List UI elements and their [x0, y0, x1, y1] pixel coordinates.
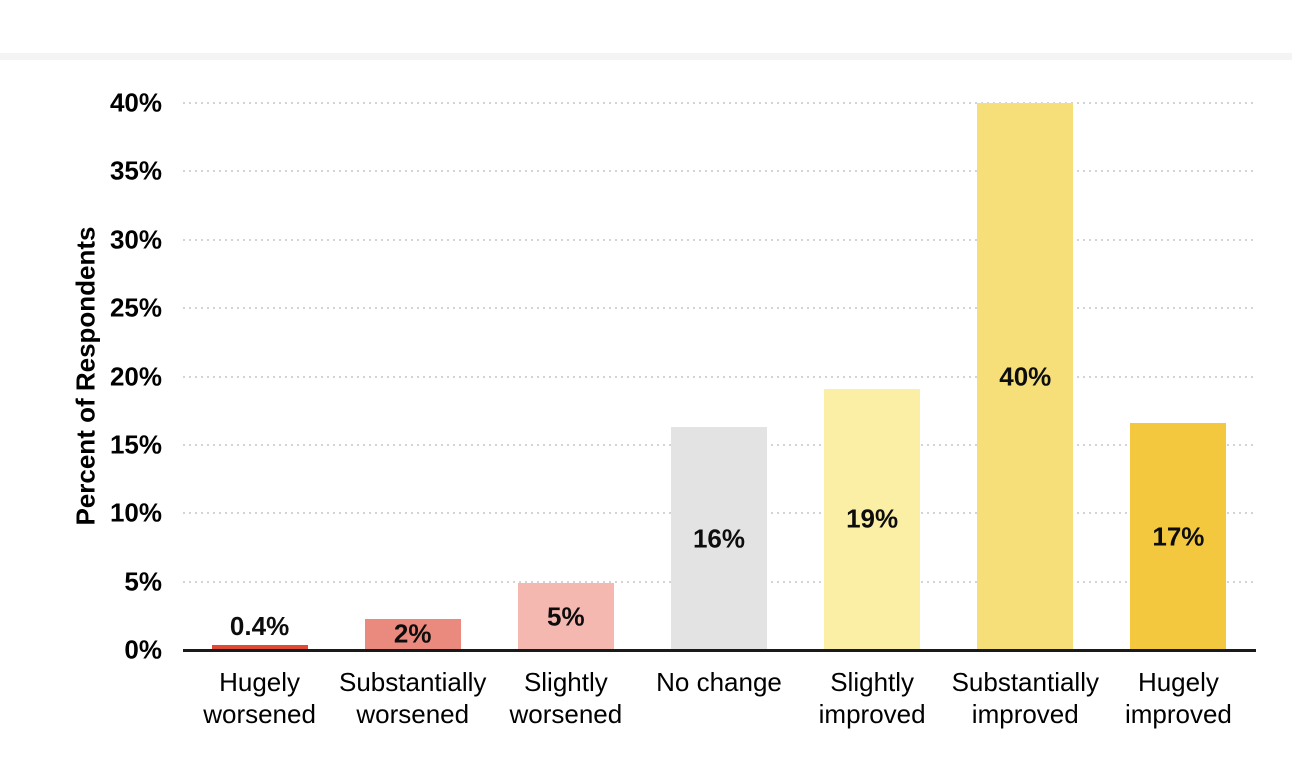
- y-tick-label: 35%: [109, 155, 162, 186]
- y-tick-label: 30%: [109, 224, 162, 255]
- bar-column: 0.4%: [183, 103, 336, 650]
- category-label: Substantially improved: [949, 666, 1102, 730]
- bar-column: 2%: [336, 103, 489, 650]
- category-label-line: improved: [818, 699, 926, 729]
- x-axis-line: [183, 649, 1256, 652]
- bars-layer: 0.4% 2% 5% 16% 19% 40% 17%: [183, 103, 1255, 650]
- bar: 17%: [1130, 423, 1227, 650]
- category-label-line: improved: [1124, 699, 1232, 729]
- category-label: Slightly improved: [796, 666, 949, 730]
- y-tick-label: 5%: [124, 566, 162, 597]
- bar: 0.4%: [211, 611, 308, 650]
- bar-value-label: 16%: [692, 523, 746, 554]
- bar-value-label: 0.4%: [229, 610, 290, 641]
- category-label-line: worsened: [509, 699, 623, 729]
- bar-column: 16%: [642, 103, 795, 650]
- bar-value-label: 19%: [846, 503, 899, 534]
- bar-column: 17%: [1102, 103, 1255, 650]
- category-label: Slightly worsened: [489, 666, 642, 730]
- bar: 40%: [977, 103, 1074, 650]
- plot-area: 0.4% 2% 5% 16% 19% 40% 17%: [183, 102, 1255, 650]
- category-label-line: improved: [971, 699, 1079, 729]
- category-label-line: Slightly: [830, 667, 915, 697]
- category-label: Substantially worsened: [336, 666, 489, 730]
- category-label-line: worsened: [356, 699, 470, 729]
- category-label-line: Hugely: [219, 667, 301, 697]
- bar-column: 5%: [489, 103, 642, 650]
- category-label-line: Substantially: [339, 667, 487, 697]
- category-label: Hugely worsened: [183, 666, 336, 730]
- bar-column: 40%: [949, 103, 1102, 650]
- y-tick-label: 40%: [109, 87, 162, 118]
- bar-value-label: 2%: [393, 618, 432, 649]
- bar: 19%: [824, 388, 921, 650]
- category-label-line: Slightly: [523, 667, 608, 697]
- category-label-line: Hugely: [1137, 667, 1219, 697]
- x-axis-category-labels: Hugely worsened Substantially worsened Sligh…: [183, 666, 1255, 730]
- bar-value-label: 17%: [1152, 521, 1205, 551]
- gridline-30: [183, 238, 1255, 241]
- category-label-line: No change: [656, 667, 782, 697]
- category-label-line: worsened: [203, 699, 316, 729]
- y-tick-label: 0%: [124, 634, 162, 665]
- bar: 16%: [670, 427, 767, 650]
- bar-column: 19%: [796, 103, 949, 650]
- gridline-40: [183, 102, 1255, 104]
- category-label: Hugely improved: [1102, 666, 1255, 730]
- y-tick-label: 25%: [109, 292, 162, 323]
- gridline-35: [183, 170, 1255, 173]
- category-label: No change: [642, 666, 795, 730]
- y-tick-label: 20%: [109, 361, 162, 391]
- category-label-line: Substantially: [951, 667, 1099, 697]
- y-tick-label: 10%: [109, 497, 162, 528]
- top-divider-line: [0, 53, 1292, 60]
- bar-value-label: 5%: [547, 601, 585, 631]
- gridline-20: [183, 375, 1255, 378]
- gridline-25: [183, 307, 1255, 310]
- y-tick-label: 15%: [109, 429, 162, 460]
- bar: 2%: [364, 618, 461, 650]
- bar-value-label: 40%: [999, 361, 1052, 391]
- bar: 5%: [517, 583, 614, 650]
